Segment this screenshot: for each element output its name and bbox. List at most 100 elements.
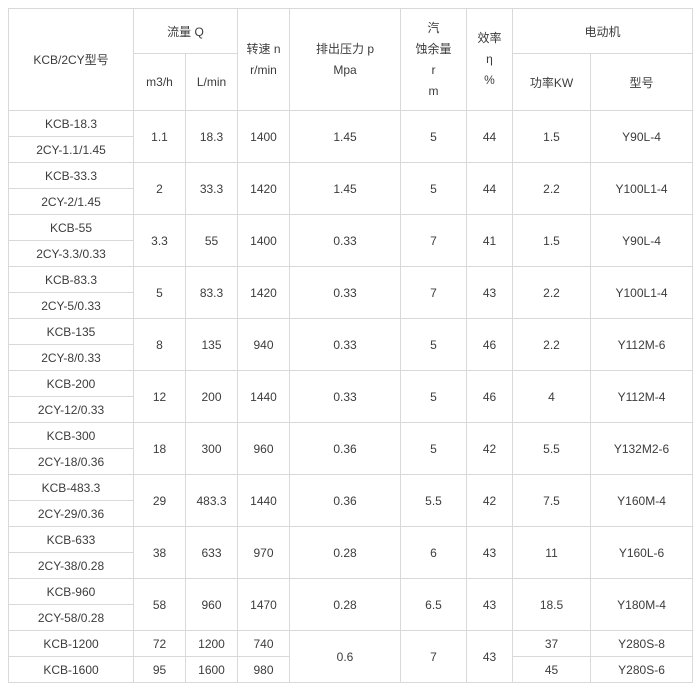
m3h-cell: 1.1 [133,110,186,163]
m3h-cell: 5 [133,266,186,319]
eff-cell: 43 [466,266,514,319]
m3h-cell: 29 [133,474,186,527]
table-row: KCB-200 12 200 1440 0.33 5 46 4 Y112M-4 [8,370,694,423]
speed-cell: 740 [237,630,291,657]
eff-cell: 42 [466,474,514,527]
table-row: KCB-1600 95 1600 980 45 Y280S-6 [8,656,694,683]
model-cell: KCB-18.3 [8,110,134,137]
speed-cell: 940 [237,318,291,371]
table-row: KCB-18.3 1.1 18.3 1400 1.45 5 44 1.5 Y90L-4 [8,110,694,163]
motor-cell: Y112M-6 [590,318,694,371]
speed-cell: 1470 [237,578,291,631]
pressure-cell: 0.6 [289,630,402,683]
pressure-cell: 0.33 [289,370,402,423]
eff-cell: 43 [466,526,514,579]
model-cell: KCB-960 [8,578,134,605]
speed-cell: 960 [237,422,291,475]
model-cell: 2CY-2/1.45 [8,188,134,215]
power-cell: 1.5 [512,214,592,267]
power-cell: 2.2 [512,162,592,215]
model-cell: KCB-1600 [8,656,134,683]
table-row: KCB-1200 72 1200 740 0.6 7 43 37 Y280S-8 [8,630,694,683]
pressure-cell: 0.33 [289,214,402,267]
speed-cell: 1420 [237,266,291,319]
table-row: KCB-33.3 2 33.3 1420 1.45 5 44 2.2 Y100L1-4 [8,162,694,215]
pressure-cell: 1.45 [289,110,402,163]
m3h-cell: 8 [133,318,186,371]
lmin-cell: 135 [184,318,239,371]
motor-cell: Y280S-8 [590,630,694,657]
header-flow: 流量 Q [132,8,239,54]
m3h-cell: 3.3 [133,214,186,267]
table-row: KCB-300 18 300 960 0.36 5 42 5.5 Y132M2-6 [8,422,694,475]
motor-cell: Y90L-4 [590,214,694,267]
header-efficiency-line2: η [486,52,493,66]
npsh-cell: 7 [400,266,468,319]
pressure-cell: 0.33 [289,266,402,319]
pressure-cell: 0.28 [289,526,402,579]
header-npsh-line2: 蚀余量 [415,41,452,56]
power-cell: 11 [512,526,592,579]
motor-cell: Y280S-6 [590,656,694,683]
npsh-cell: 5.5 [400,474,468,527]
motor-cell: Y160M-4 [590,474,694,527]
npsh-cell: 6 [400,526,468,579]
header-npsh-line4: m [428,83,439,98]
npsh-cell: 5 [400,370,468,423]
eff-cell: 43 [466,578,514,631]
speed-cell: 970 [237,526,291,579]
eff-cell: 44 [466,162,514,215]
lmin-cell: 200 [184,370,239,423]
header-row-2: m3/h L/min 功率KW 型号 [9,53,694,111]
eff-cell: 44 [466,110,514,163]
m3h-cell: 38 [133,526,186,579]
lmin-cell: 483.3 [184,474,239,527]
header-efficiency-line3: % [484,73,495,87]
header-speed-line1: 转速 n [246,41,281,56]
model-cell: KCB-1200 [8,630,134,657]
power-cell: 1.5 [512,110,592,163]
npsh-cell: 5 [400,162,468,215]
table-row: KCB-55 3.3 55 1400 0.33 7 41 1.5 Y90L-4 [8,214,694,267]
model-cell: KCB-55 [8,214,134,241]
speed-cell: 1400 [237,214,291,267]
power-cell: 18.5 [512,578,592,631]
table-row: 2CY-1.1/1.45 [8,136,693,163]
pressure-cell: 0.33 [289,318,402,371]
npsh-cell: 5 [400,422,468,475]
lmin-cell: 1200 [184,630,239,657]
lmin-cell: 55 [184,214,239,267]
model-cell: 2CY-5/0.33 [8,292,134,319]
table-row: KCB-633 38 633 970 0.28 6 43 11 Y160L-6 [8,526,694,579]
header-motor-model: 型号 [590,53,694,111]
model-cell: KCB-83.3 [8,266,134,293]
model-cell: KCB-633 [8,526,134,553]
table-row: 2CY-58/0.28 [8,604,693,631]
speed-cell: 1400 [237,110,291,163]
motor-cell: Y100L1-4 [590,162,694,215]
table-row: KCB-960 58 960 1470 0.28 6.5 43 18.5 Y180M-4 [8,578,694,631]
model-cell: 2CY-58/0.28 [8,604,134,631]
m3h-cell: 12 [133,370,186,423]
header-flow-m3h: m3/h [133,53,186,111]
model-cell: 2CY-29/0.36 [8,500,134,527]
header-pressure-line1: 排出压力 p [316,41,375,56]
npsh-cell: 5 [400,318,468,371]
npsh-cell: 5 [400,110,468,163]
model-cell: 2CY-38/0.28 [8,552,134,579]
table-row: 2CY-3.3/0.33 [8,240,693,267]
model-cell: 2CY-18/0.36 [8,448,134,475]
speed-cell: 1440 [237,370,291,423]
motor-cell: Y180M-4 [590,578,694,631]
table-row: 2CY-12/0.33 [8,396,693,423]
m3h-cell: 58 [133,578,186,631]
header-npsh-line1: 汽 [427,20,440,35]
npsh-cell: 7 [400,214,468,267]
model-cell: KCB-300 [8,422,134,449]
header-npsh: 汽 蚀余量 r m [400,8,468,111]
lmin-cell: 83.3 [184,266,239,319]
table-row: 2CY-2/1.45 [8,188,693,215]
motor-cell: Y132M2-6 [590,422,694,475]
power-cell: 2.2 [512,318,592,371]
